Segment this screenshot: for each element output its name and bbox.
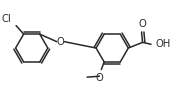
Text: O: O — [57, 37, 64, 47]
Text: OH: OH — [156, 39, 171, 49]
Text: Cl: Cl — [2, 14, 11, 24]
Text: O: O — [96, 73, 103, 83]
Text: O: O — [139, 19, 146, 29]
